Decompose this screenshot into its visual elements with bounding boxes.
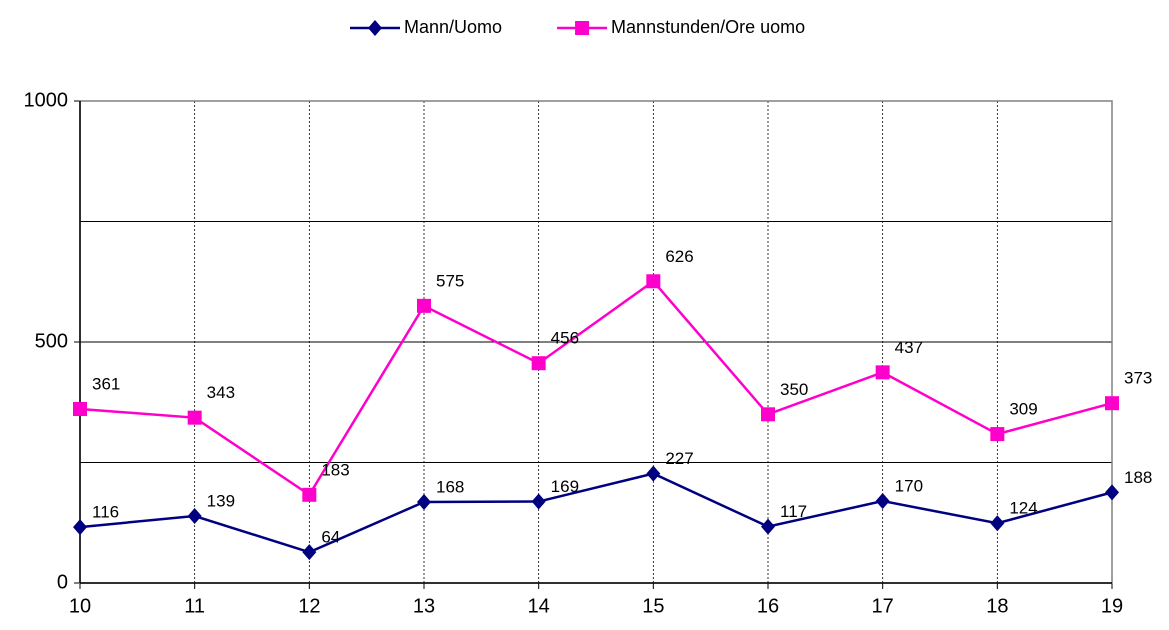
legend-marker [368, 20, 382, 36]
data-point [761, 518, 775, 535]
x-tick-label: 18 [986, 595, 1008, 617]
x-tick-label: 14 [528, 595, 550, 617]
data-point [646, 274, 661, 289]
y-tick-label: 0 [57, 571, 68, 593]
data-label: 170 [895, 477, 923, 496]
data-point [417, 494, 431, 511]
data-label: 183 [321, 460, 349, 479]
data-label: 361 [92, 374, 120, 393]
data-label: 626 [665, 247, 693, 266]
data-point [761, 407, 775, 422]
data-label: 116 [92, 503, 119, 522]
data-point [1105, 484, 1119, 501]
x-tick-label: 10 [69, 595, 91, 617]
data-point [646, 465, 661, 482]
data-label: 124 [1009, 499, 1037, 518]
data-label: 350 [780, 380, 808, 399]
data-label: 575 [436, 271, 464, 290]
data-label: 343 [207, 383, 235, 402]
y-tick-label: 500 [35, 330, 68, 352]
data-point [531, 356, 546, 371]
legend-label: Mannstunden/Ore uomo [611, 17, 805, 37]
x-tick-label: 12 [298, 595, 320, 617]
data-label: 188 [1124, 468, 1152, 487]
x-tick-label: 15 [642, 595, 664, 617]
legend-marker [575, 21, 590, 35]
data-point [1105, 396, 1119, 411]
data-label: 64 [321, 528, 340, 547]
data-point [990, 427, 1005, 442]
data-point [875, 365, 890, 380]
data-label: 169 [551, 477, 579, 496]
data-label: 437 [895, 338, 923, 357]
data-label: 227 [665, 449, 693, 468]
data-point [73, 519, 87, 536]
x-tick-label: 19 [1101, 595, 1123, 617]
series-line [79, 472, 1113, 554]
data-point [302, 544, 317, 561]
data-label: 139 [207, 491, 235, 510]
x-tick-label: 16 [757, 595, 779, 617]
data-point [302, 487, 317, 502]
data-label: 168 [436, 478, 464, 497]
data-label: 117 [780, 502, 807, 521]
data-point [187, 508, 202, 525]
data-point [187, 410, 202, 425]
data-point [417, 298, 431, 313]
y-tick-label: 1000 [24, 89, 69, 111]
data-point [531, 493, 546, 510]
data-point [990, 515, 1005, 532]
x-tick-label: 17 [872, 595, 894, 617]
data-label: 309 [1009, 400, 1037, 419]
data-label: 373 [1124, 369, 1152, 388]
x-tick-label: 11 [184, 595, 205, 617]
data-point [875, 493, 890, 510]
series-line [79, 279, 1113, 497]
x-tick-label: 13 [413, 595, 435, 617]
data-label: 456 [551, 329, 579, 348]
data-point [73, 401, 87, 416]
legend-label: Mann/Uomo [404, 17, 502, 37]
